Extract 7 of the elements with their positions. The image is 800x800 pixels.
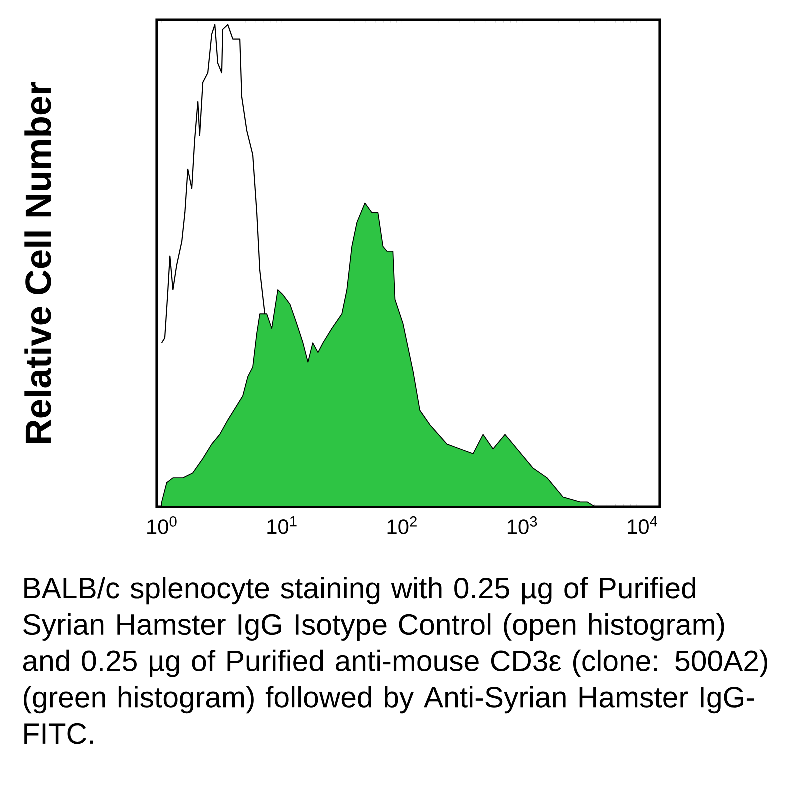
x-tick-label: 10$^{4}$ xyxy=(628,516,658,534)
x-tick-label: 10$^{2}$ xyxy=(388,516,417,534)
y-axis-title: Relative Cell Number xyxy=(24,82,52,443)
text: BALB/c splenocyte staining with 0.25 µg of Purified Syrian Hamster IgG Isotype Control (open histogram) and 0.25 µg of Purified anti-mouse CD3ε (clone: 500A2) (green histogram) followed by Anti-Syrian Hamster IgG-FITC. xyxy=(23,577,768,744)
x-tick-label: 10$^{1}$ xyxy=(268,516,297,534)
x-tick-label: 10$^{3}$ xyxy=(508,516,538,534)
x-tick-label: 10$^{0}$ xyxy=(148,516,177,534)
